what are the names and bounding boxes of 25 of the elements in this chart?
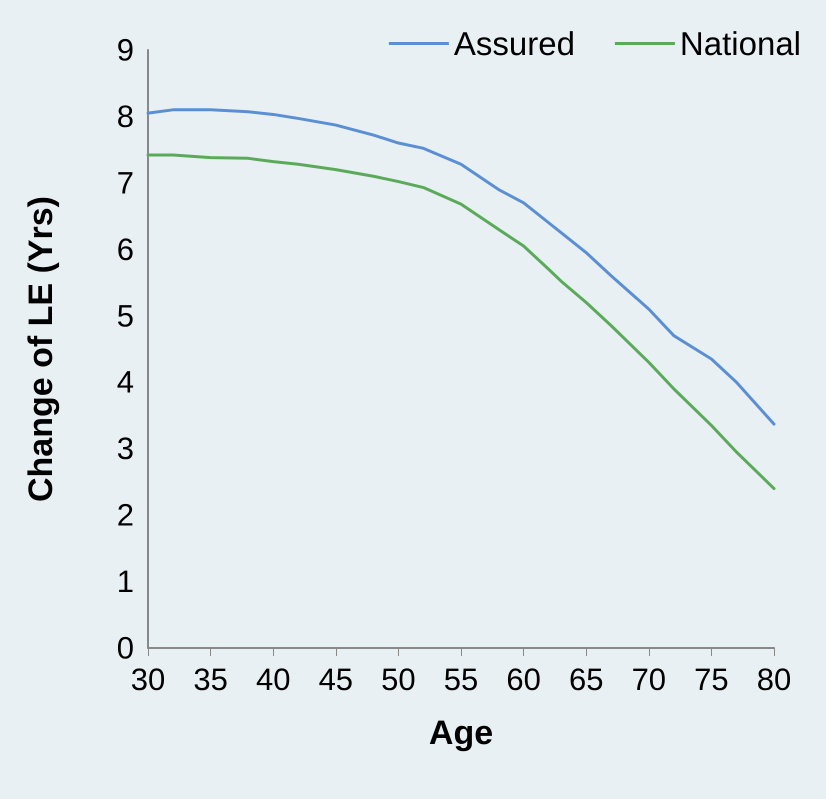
x-tick-label: 40: [256, 662, 290, 697]
y-tick-label: 9: [116, 32, 134, 68]
x-tick-label: 50: [381, 662, 416, 697]
y-axis-title: Change of LE (Yrs): [22, 196, 60, 502]
x-axis-title: Age: [428, 714, 494, 752]
legend-label: Assured: [454, 25, 575, 62]
x-tick-label: 35: [193, 662, 228, 697]
x-tick-label: 75: [694, 662, 729, 697]
y-tick-label: 6: [116, 232, 134, 267]
y-tick-label: 7: [116, 165, 134, 200]
y-tick-label: 5: [116, 298, 134, 334]
x-tick-label: 80: [756, 662, 792, 697]
y-tick-label: 1: [116, 564, 134, 600]
x-tick-label: 70: [632, 662, 666, 697]
x-tick-label: 55: [444, 662, 478, 697]
x-tick-label: 65: [568, 662, 604, 697]
x-tick-label: 60: [506, 662, 541, 697]
legend-label: National: [680, 25, 802, 62]
line-series: [146, 153, 776, 490]
y-tick-label: 3: [116, 431, 134, 466]
y-tick-label: 8: [116, 98, 134, 134]
y-tick-label: 4: [116, 364, 134, 400]
y-tick-label: 2: [116, 498, 134, 533]
x-tick-label: 45: [318, 662, 354, 697]
line-series: [146, 108, 776, 426]
